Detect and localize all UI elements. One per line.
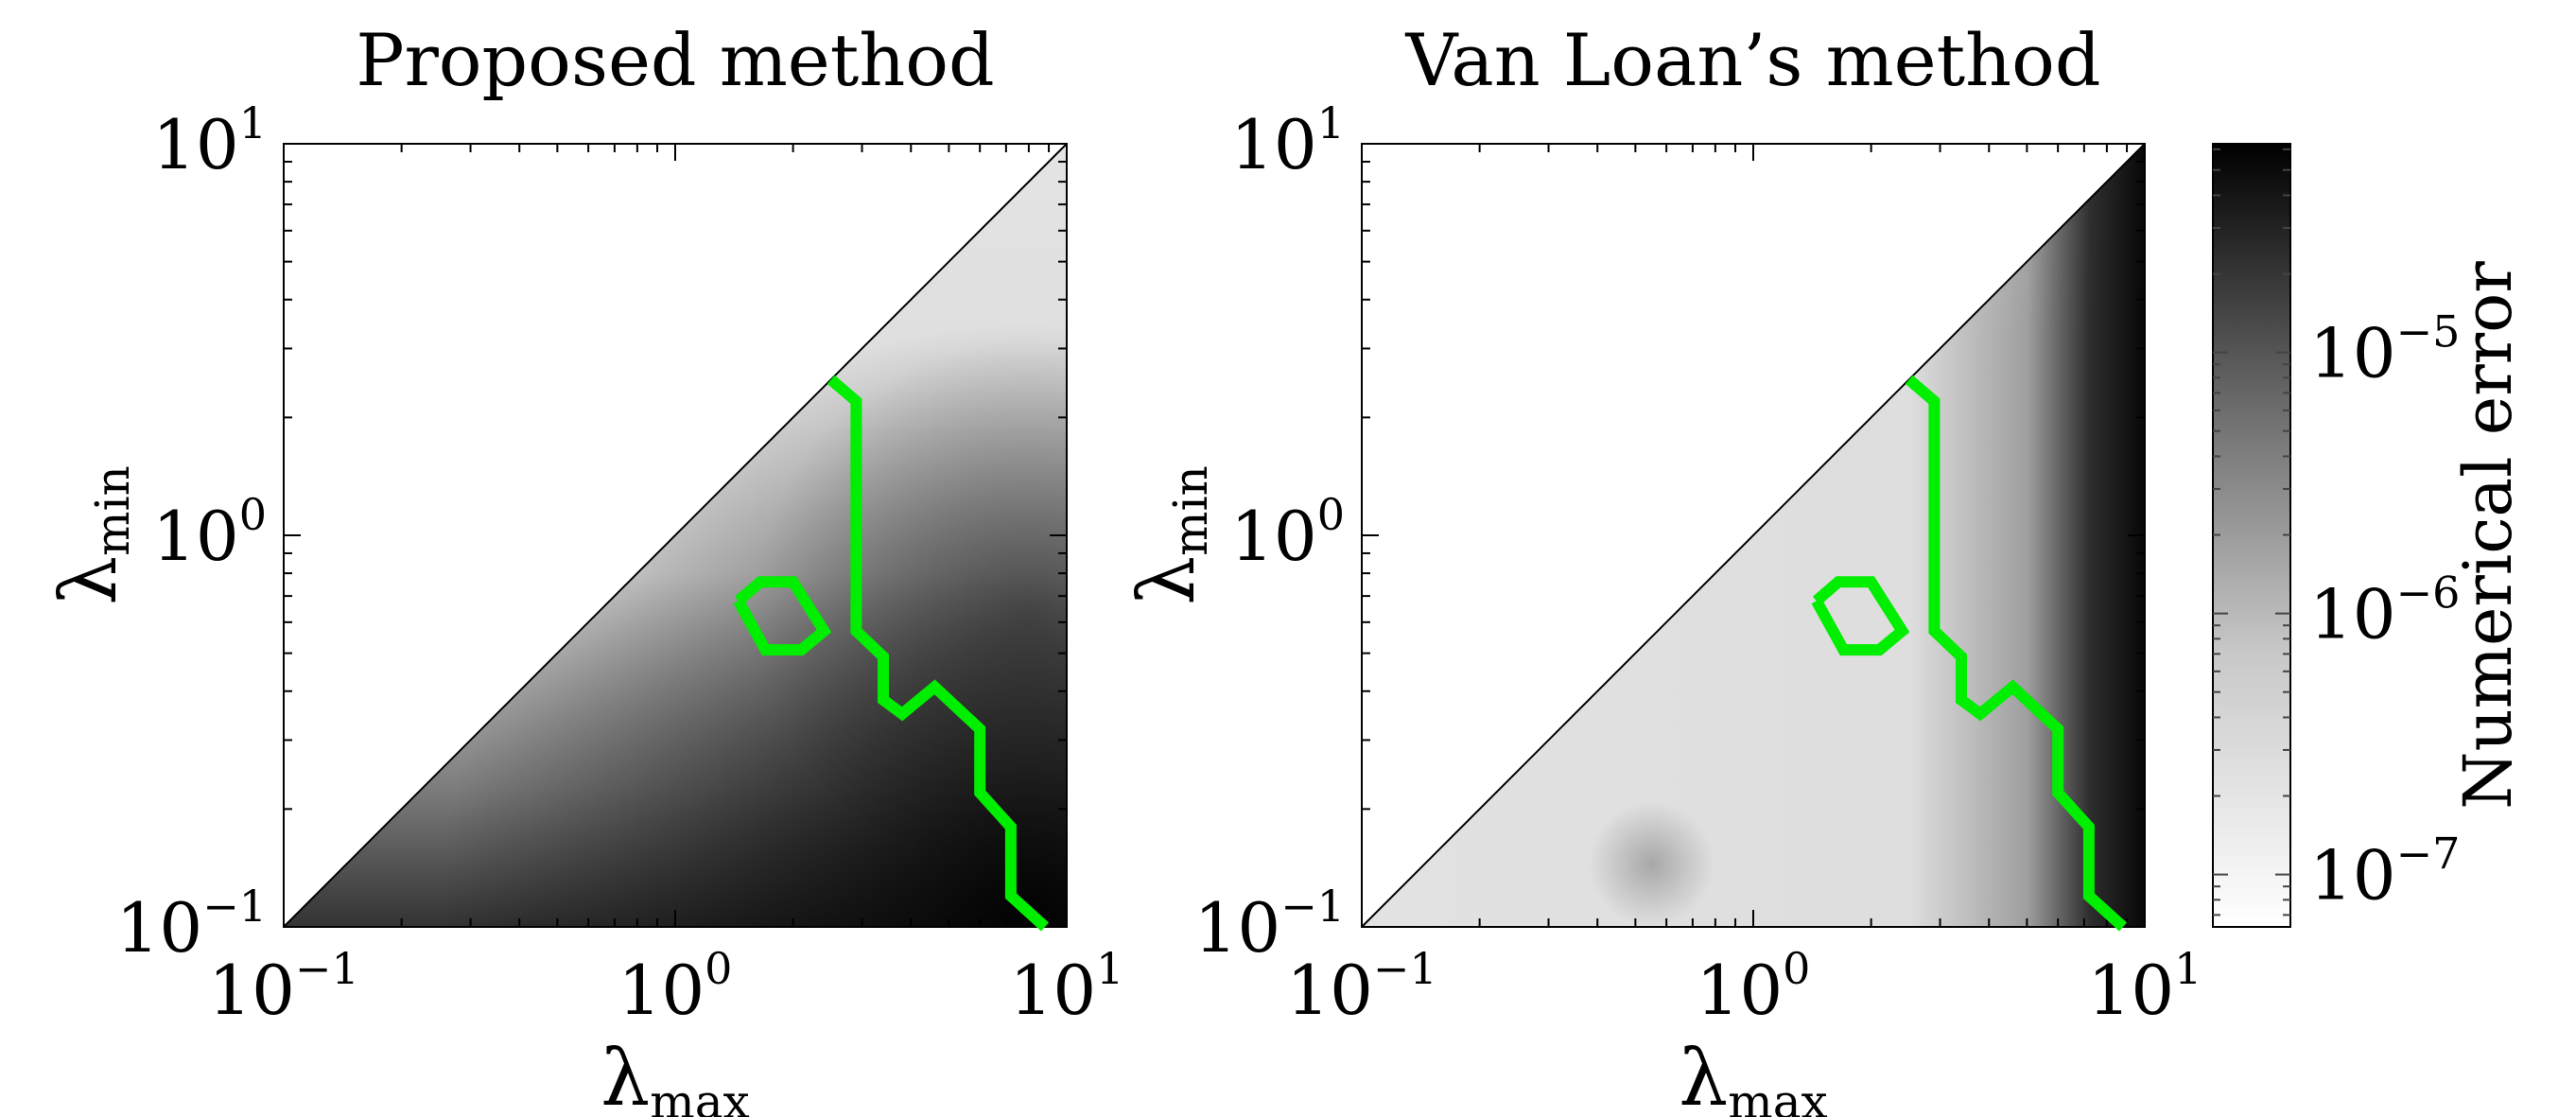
- chart-title: Proposed method: [356, 18, 994, 102]
- colorbar-tick-label: 10−7: [2309, 829, 2460, 916]
- colorbar-gradient: [2212, 143, 2291, 928]
- x-tick-label: 100: [618, 943, 733, 1030]
- colorbar-tick-labels: 10−7 10−6 10−5: [2309, 306, 2460, 916]
- diagonal-line: [283, 143, 1068, 928]
- y-tick-label: 10−1: [1194, 881, 1345, 968]
- heatmap-panel-proposed: Proposed method 10−1 100 101 10−1 100 101 λma…: [44, 18, 1123, 1117]
- tick-marks: [1361, 144, 2145, 928]
- y-tick-label: 101: [152, 97, 267, 184]
- x-axis-label: λmax: [600, 1034, 749, 1117]
- contour-line-0: [827, 375, 1050, 932]
- x-axis-label: λmax: [1679, 1034, 1827, 1117]
- tick-labels: 10−1 100 101 10−1 100 101: [116, 97, 1124, 1030]
- diagonal-line: [1361, 143, 2146, 928]
- x-tick-label: 10−1: [1286, 943, 1436, 1030]
- tick-labels: 10−1 100 101 10−1 100 101: [1194, 97, 2202, 1030]
- diagonal-line-layer: [1361, 143, 2146, 928]
- diagonal-line-layer: [283, 143, 1068, 928]
- colorbar-ticks: [2213, 148, 2290, 916]
- x-tick-label: 100: [1697, 943, 1811, 1030]
- contour-layer: [1811, 375, 2128, 932]
- y-tick-label: 101: [1230, 97, 1345, 184]
- colorbar-tick-label: 10−6: [2309, 567, 2460, 654]
- colorbar-label: Numerical error: [2449, 261, 2527, 810]
- x-tick-label: 10−1: [208, 943, 358, 1030]
- x-tick-label: 101: [1010, 943, 1124, 1030]
- colorbar-tick-label: 10−5: [2309, 306, 2460, 393]
- tick-marks: [283, 144, 1067, 928]
- y-tick-label: 10−1: [116, 881, 267, 968]
- x-tick-label: 101: [2088, 943, 2202, 1030]
- contour-line-1: [733, 576, 832, 656]
- contour-line-0: [1905, 375, 2128, 932]
- y-tick-label: 100: [1230, 489, 1345, 576]
- y-tick-label: 100: [152, 489, 267, 576]
- chart-title: Van Loan’s method: [1404, 18, 2100, 102]
- y-axis-label: λmin: [44, 465, 140, 605]
- heatmap-panel-van-loan: Van Loan’s method 10−1 100 101 10−1 100 101 λ…: [1123, 18, 2202, 1117]
- y-axis-label: λmin: [1123, 465, 1218, 605]
- contour-layer: [733, 375, 1050, 932]
- colorbar: 10−7 10−6 10−5 Numerical error: [2212, 143, 2527, 928]
- contour-line-1: [1811, 576, 1910, 656]
